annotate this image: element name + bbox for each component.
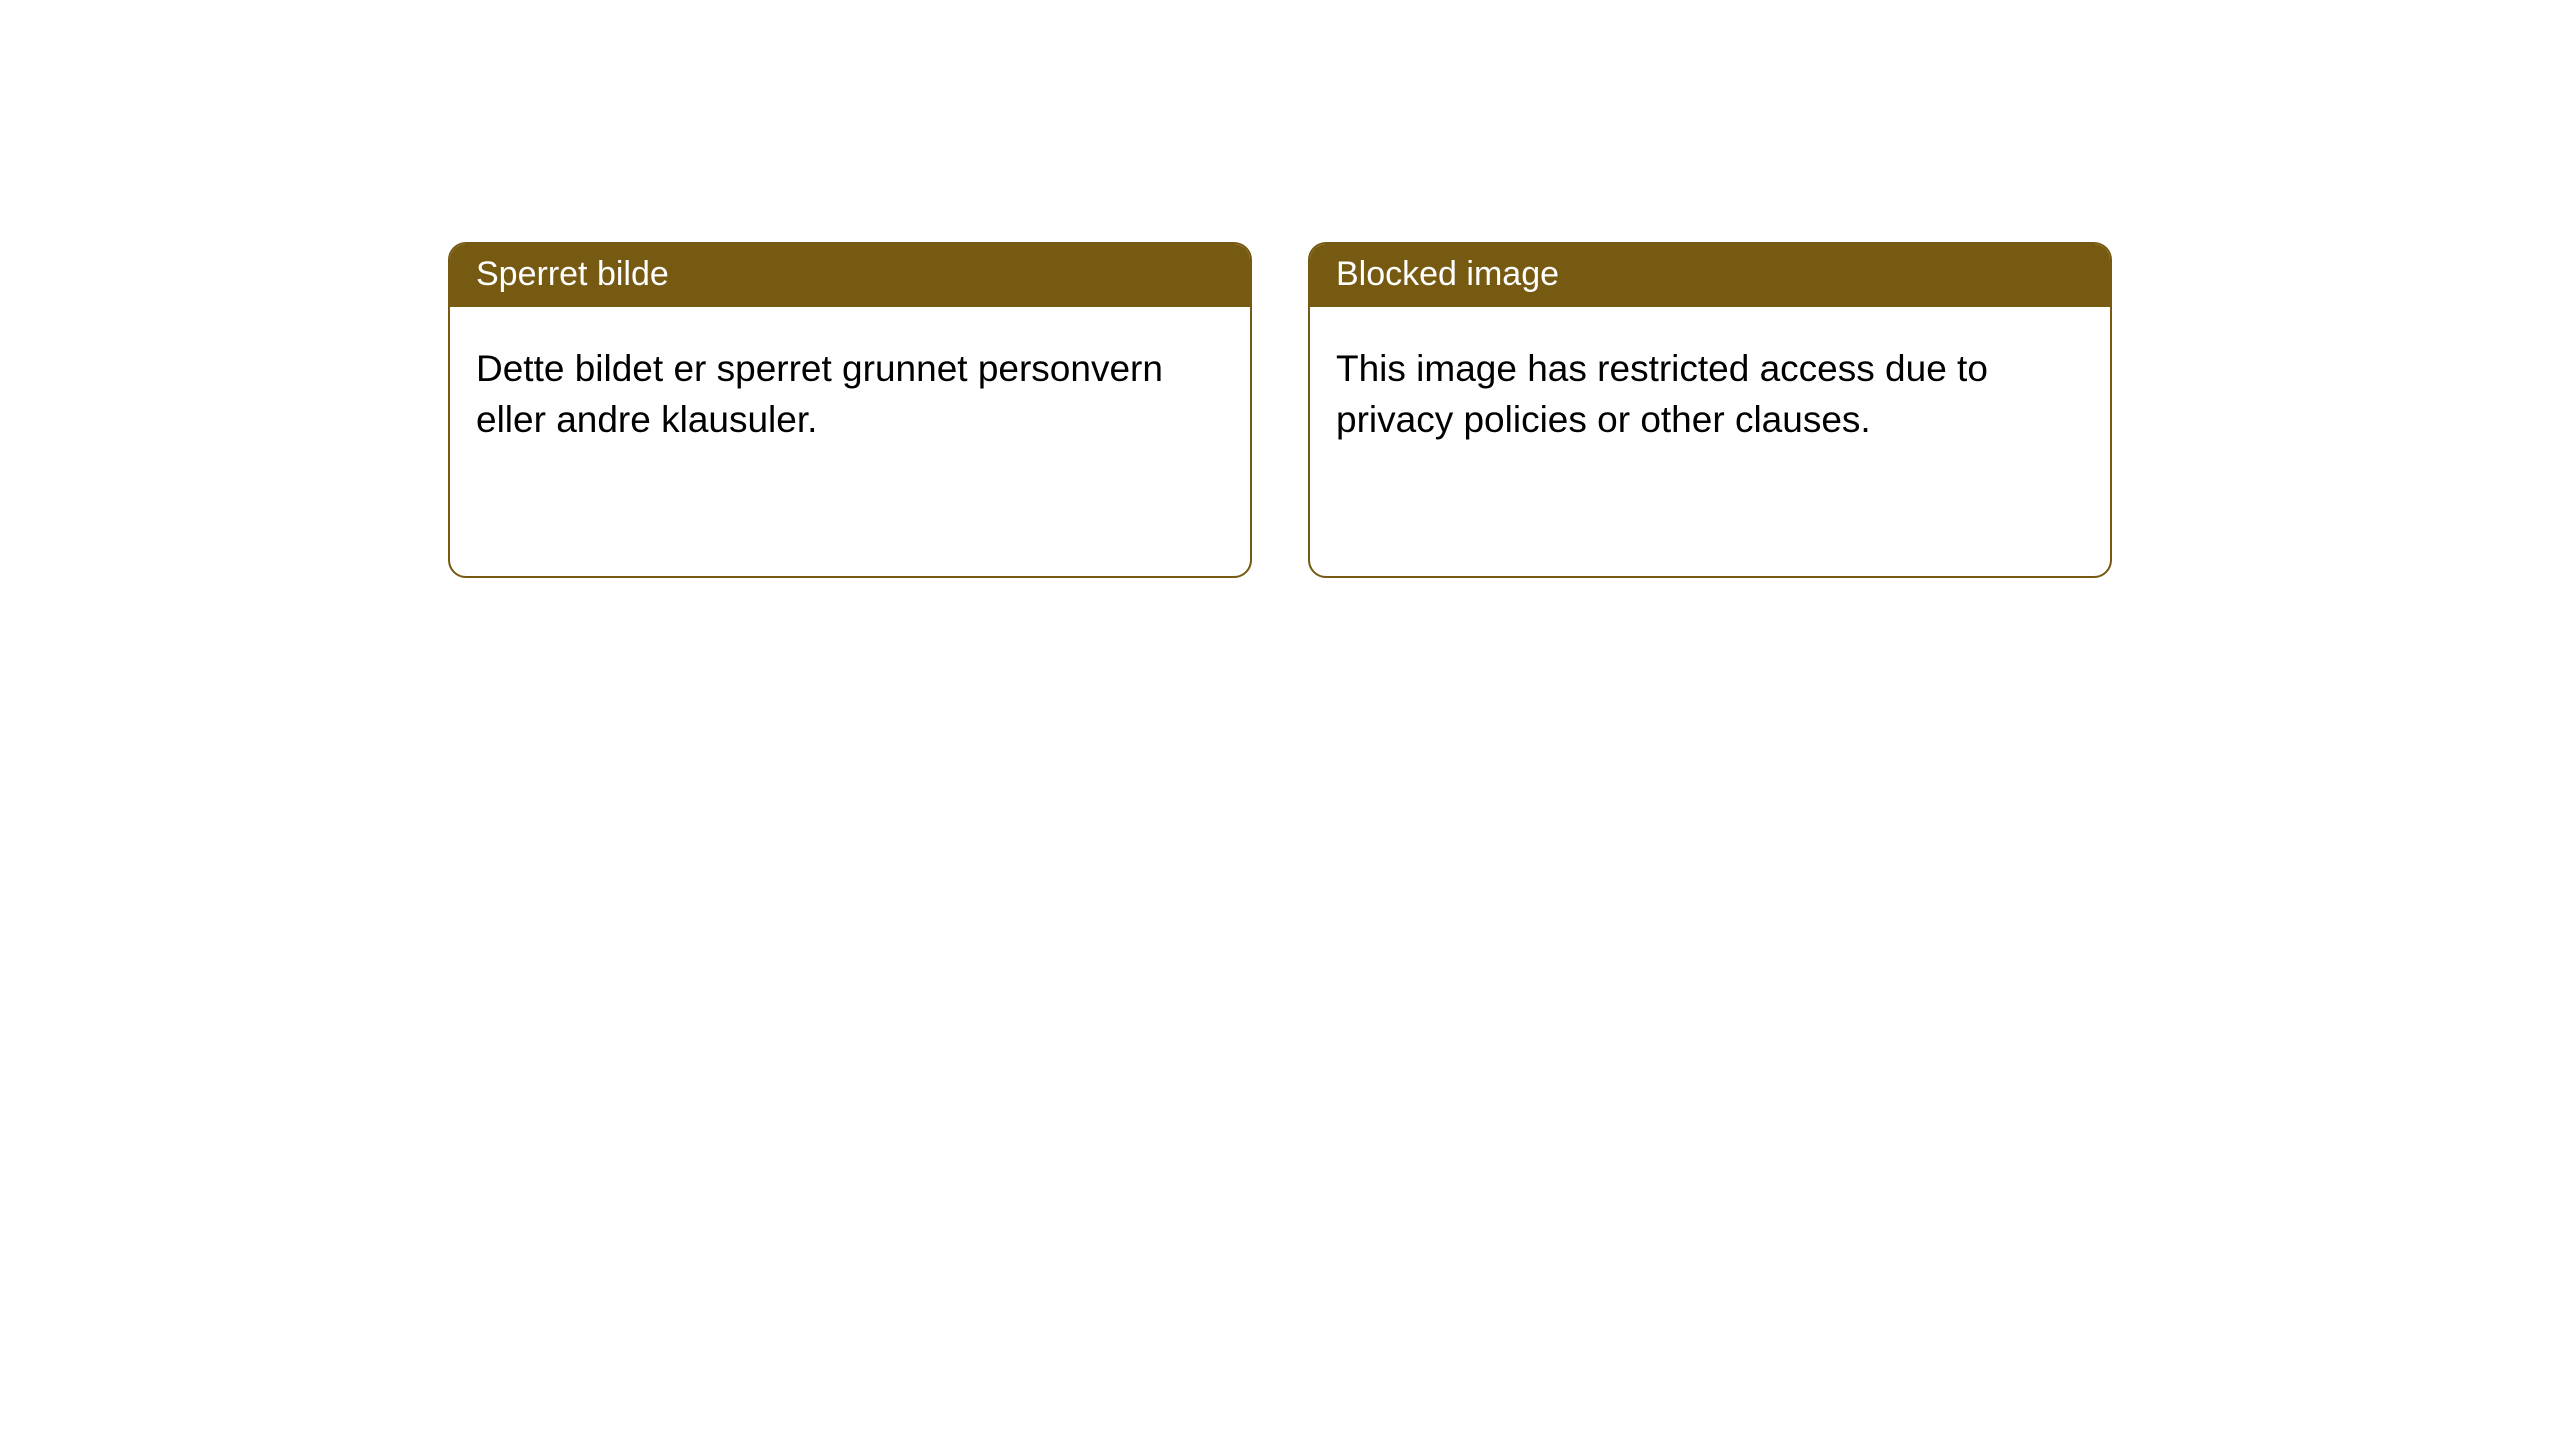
card-title: Sperret bilde (476, 255, 669, 293)
notice-card-norwegian: Sperret bilde Dette bildet er sperret gr… (448, 242, 1252, 578)
notice-cards-container: Sperret bilde Dette bildet er sperret gr… (0, 0, 2560, 578)
card-body: This image has restricted access due to … (1310, 307, 2110, 465)
card-body: Dette bildet er sperret grunnet personve… (450, 307, 1250, 465)
notice-card-english: Blocked image This image has restricted … (1308, 242, 2112, 578)
card-body-text: Dette bildet er sperret grunnet personve… (476, 348, 1163, 440)
card-body-text: This image has restricted access due to … (1336, 348, 1988, 440)
card-title: Blocked image (1336, 255, 1559, 293)
card-header: Sperret bilde (450, 244, 1250, 307)
card-header: Blocked image (1310, 244, 2110, 307)
